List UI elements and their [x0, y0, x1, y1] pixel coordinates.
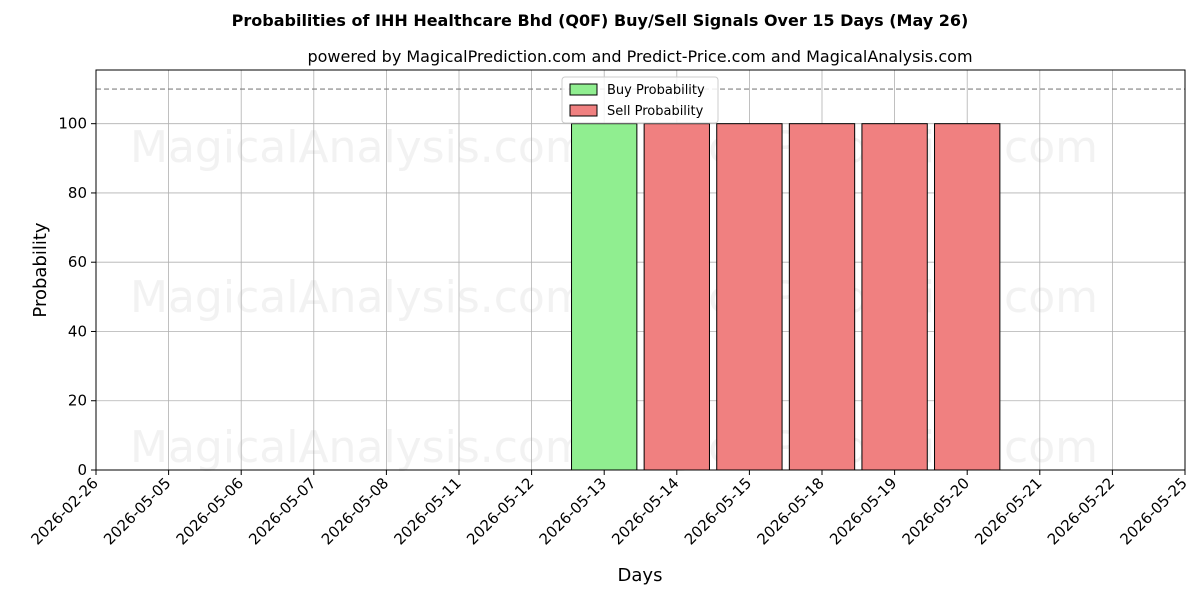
- x-tick-label: 2026-05-05: [100, 474, 174, 548]
- watermark-left-2: MagicalAnalysis.com: [130, 422, 588, 473]
- x-tick-label: 2026-05-07: [245, 474, 319, 548]
- y-tick-label: 80: [68, 184, 87, 202]
- watermark-left-0: MagicalAnalysis.com: [130, 122, 588, 173]
- x-tick-label: 2026-05-22: [1044, 474, 1118, 548]
- sell-bar-2026-05-19: [861, 123, 928, 471]
- buy-legend-label: Buy Probability: [607, 83, 705, 98]
- chart-title: Probabilities of IHH Healthcare Bhd (Q0F…: [232, 11, 969, 30]
- sell-legend-label: Sell Probability: [607, 104, 704, 119]
- legend: Buy Probability Sell Probability: [561, 76, 719, 124]
- sell-legend-swatch: [569, 104, 598, 117]
- y-tick-label: 20: [68, 392, 87, 410]
- x-tick-label: 2026-05-11: [390, 474, 464, 548]
- legend-box: [561, 76, 719, 124]
- sell-bar-2026-05-18: [788, 123, 856, 471]
- x-tick-label: 2026-05-25: [1116, 474, 1190, 548]
- x-axis-label: Days: [618, 565, 663, 586]
- x-axis-ticks: 2026-02-262026-05-052026-05-062026-05-07…: [27, 470, 1191, 548]
- sell-bar-2026-05-15: [716, 123, 783, 471]
- x-tick-label: 2026-05-20: [899, 474, 973, 548]
- y-tick-label: 40: [68, 322, 87, 340]
- x-tick-label: 2026-05-13: [536, 474, 610, 548]
- sell-bar-2026-05-20: [934, 123, 1001, 471]
- buy-legend-swatch: [569, 83, 598, 96]
- chart-subtitle: powered by MagicalPrediction.com and Pre…: [307, 47, 972, 66]
- sell-bar-2026-05-14: [643, 123, 710, 471]
- x-tick-label: 2026-05-19: [826, 474, 900, 548]
- x-tick-label: 2026-05-14: [608, 474, 682, 548]
- x-tick-label: 2026-05-15: [681, 474, 755, 548]
- watermark-left-1: MagicalAnalysis.com: [130, 272, 588, 323]
- y-tick-label: 60: [68, 253, 87, 271]
- y-axis-ticks: 0 20 40 60 80 100: [58, 115, 96, 479]
- y-axis-label: Probability: [30, 222, 51, 317]
- plot-frame: [95, 69, 1186, 471]
- bars: [571, 123, 1001, 471]
- x-tick-label: 2026-05-21: [971, 474, 1045, 548]
- x-tick-label: 2026-02-26: [27, 474, 101, 548]
- y-tick-label: 100: [58, 115, 87, 133]
- x-tick-label: 2026-05-06: [173, 474, 247, 548]
- buy-bar-2026-05-13: [571, 123, 638, 471]
- y-tick-label: 0: [77, 461, 87, 479]
- x-tick-label: 2026-05-18: [753, 474, 827, 548]
- x-tick-label: 2026-05-12: [463, 474, 537, 548]
- x-tick-label: 2026-05-08: [318, 474, 392, 548]
